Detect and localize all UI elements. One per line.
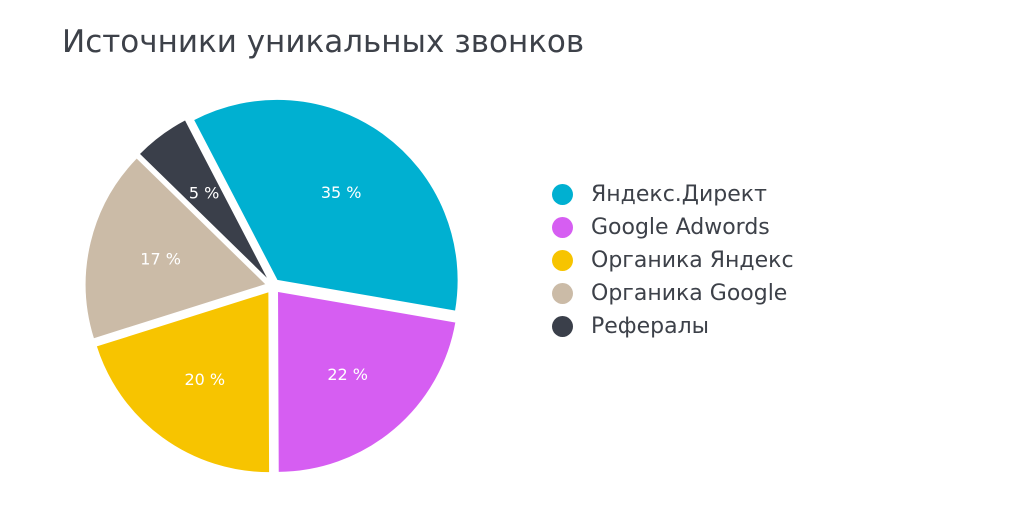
legend-item-3: Органика Яндекс — [552, 244, 794, 277]
legend-item-5: Рефералы — [552, 310, 794, 343]
legend-swatch-2 — [552, 217, 573, 238]
legend-item-4: Органика Google — [552, 277, 794, 310]
pie-slices — [84, 98, 459, 474]
pie-slice-label-5: 5 % — [189, 184, 219, 203]
legend-swatch-5 — [552, 316, 573, 337]
pie-slice-labels: 35 % 22 % 20 % 17 % 5 % — [140, 183, 368, 389]
pie-slice-label-1: 35 % — [321, 183, 362, 202]
pie-slice-5 — [138, 119, 270, 281]
legend-swatch-4 — [552, 283, 573, 304]
legend-swatch-1 — [552, 184, 573, 205]
chart-title: Источники уникальных звонков — [62, 24, 585, 60]
pie-slice-3 — [95, 290, 271, 474]
pie-slice-2 — [277, 290, 457, 473]
pie-slice-label-4: 17 % — [140, 250, 181, 269]
legend-label-4: Органика Google — [591, 281, 788, 306]
legend-label-2: Google Adwords — [591, 215, 770, 240]
legend-label-3: Органика Яндекс — [591, 248, 794, 273]
legend-label-5: Рефералы — [591, 314, 710, 339]
pie-slice-1 — [192, 98, 459, 312]
pie-slice-label-3: 20 % — [184, 370, 225, 389]
legend-item-1: Яндекс.Директ — [552, 178, 794, 211]
legend-label-1: Яндекс.Директ — [591, 182, 767, 207]
pie-slice-label-2: 22 % — [327, 365, 368, 384]
legend-item-2: Google Adwords — [552, 211, 794, 244]
legend-swatch-3 — [552, 250, 573, 271]
pie-slice-4 — [84, 157, 268, 340]
chart-legend: Яндекс.Директ Google Adwords Органика Янде… — [552, 178, 794, 343]
